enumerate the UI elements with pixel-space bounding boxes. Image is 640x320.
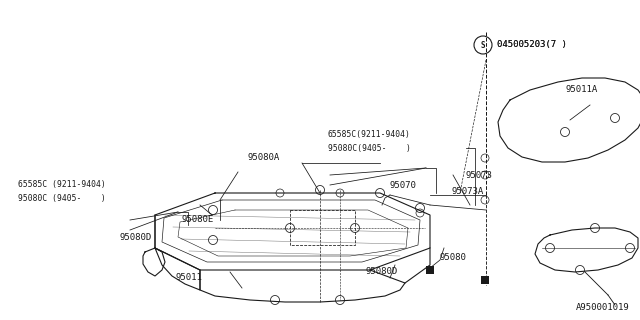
Text: A950001019: A950001019 [576,303,630,313]
Bar [426,266,434,274]
Text: 65585C(9211-9404): 65585C(9211-9404) [328,131,411,140]
Text: 95070: 95070 [390,180,417,189]
Text: 95080C (9405-    ): 95080C (9405- ) [18,194,106,203]
Text: 95080D: 95080D [120,234,152,243]
Bar [481,276,489,284]
Text: 95080C(9405-    ): 95080C(9405- ) [328,143,411,153]
Text: 95080: 95080 [440,253,467,262]
Text: 045005203(7 ): 045005203(7 ) [497,41,567,50]
Text: 95011A: 95011A [565,85,597,94]
Text: 95080A: 95080A [248,154,280,163]
Text: 95073A: 95073A [452,188,484,196]
Text: 95011: 95011 [175,274,202,283]
Text: 65585C (9211-9404): 65585C (9211-9404) [18,180,106,189]
Text: 045005203(7 ): 045005203(7 ) [497,41,567,50]
Text: 95080E: 95080E [182,215,214,225]
Text: 95073: 95073 [465,171,492,180]
Text: S: S [481,41,485,50]
Text: 95080D: 95080D [365,268,397,276]
